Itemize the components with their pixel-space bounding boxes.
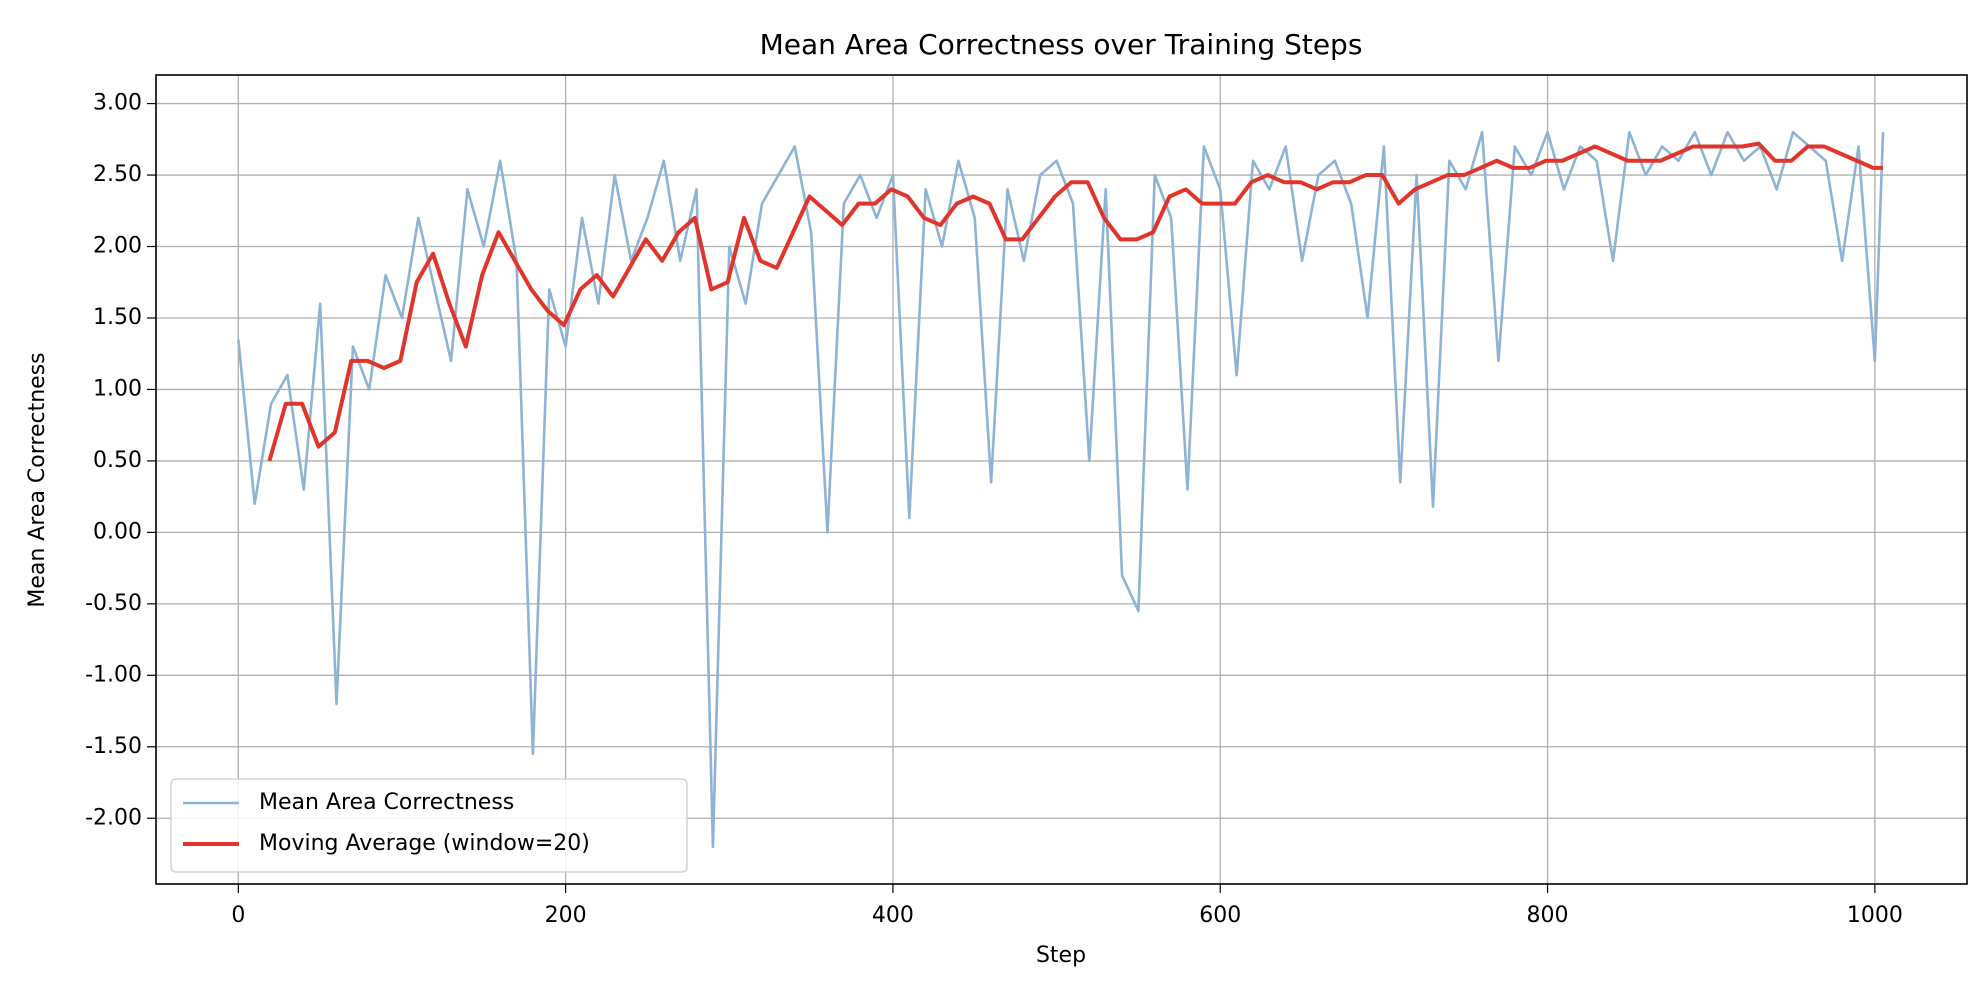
x-tick-label: 200 [545,903,587,928]
y-tick-label: -0.50 [85,591,142,616]
y-tick-label: 1.00 [93,376,142,401]
y-tick-label: -2.00 [85,805,142,830]
legend-label: Moving Average (window=20) [259,831,590,856]
x-tick-label: 800 [1527,903,1569,928]
x-tick-label: 400 [872,903,914,928]
legend-label: Mean Area Correctness [259,790,514,815]
chart-title: Mean Area Correctness over Training Step… [760,28,1363,61]
y-tick-label: 0.50 [93,448,142,473]
series-line [237,130,1885,849]
x-tick-label: 0 [231,903,245,928]
y-tick-label: -1.50 [85,734,142,759]
y-tick-label: -1.00 [85,662,142,687]
legend-box [170,778,688,873]
y-tick-label: 2.50 [93,162,142,187]
y-tick-label: 0.00 [93,519,142,544]
y-axis-label: Mean Area Correctness [25,352,50,607]
x-tick-label: 600 [1199,903,1241,928]
x-tick-label: 1000 [1847,903,1903,928]
plot-frame [155,74,1968,885]
y-tick-label: 1.50 [93,305,142,330]
y-tick-label: 3.00 [93,91,142,116]
y-tick-label: 2.00 [93,234,142,259]
x-axis-label: Step [1036,943,1086,968]
series-line [267,141,1884,462]
